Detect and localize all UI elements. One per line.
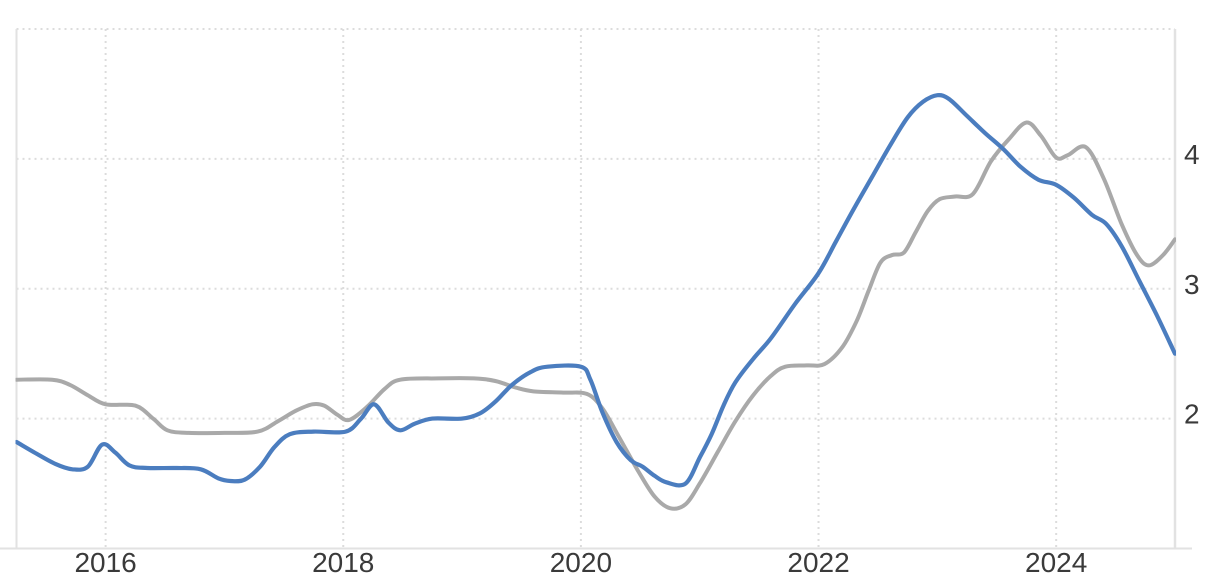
x-tick-label: 2022	[787, 547, 849, 578]
x-tick-label: 2018	[312, 547, 374, 578]
x-tick-label: 2016	[74, 547, 136, 578]
x-tick-label: 2024	[1025, 547, 1087, 578]
gray-series-line	[15, 120, 1176, 511]
blue-series-line	[15, 93, 1176, 488]
y-tick-label: 4	[1184, 139, 1200, 170]
x-tick-label: 2020	[550, 547, 612, 578]
y-tick-label: 2	[1184, 399, 1200, 430]
y-tick-label: 3	[1184, 269, 1200, 300]
